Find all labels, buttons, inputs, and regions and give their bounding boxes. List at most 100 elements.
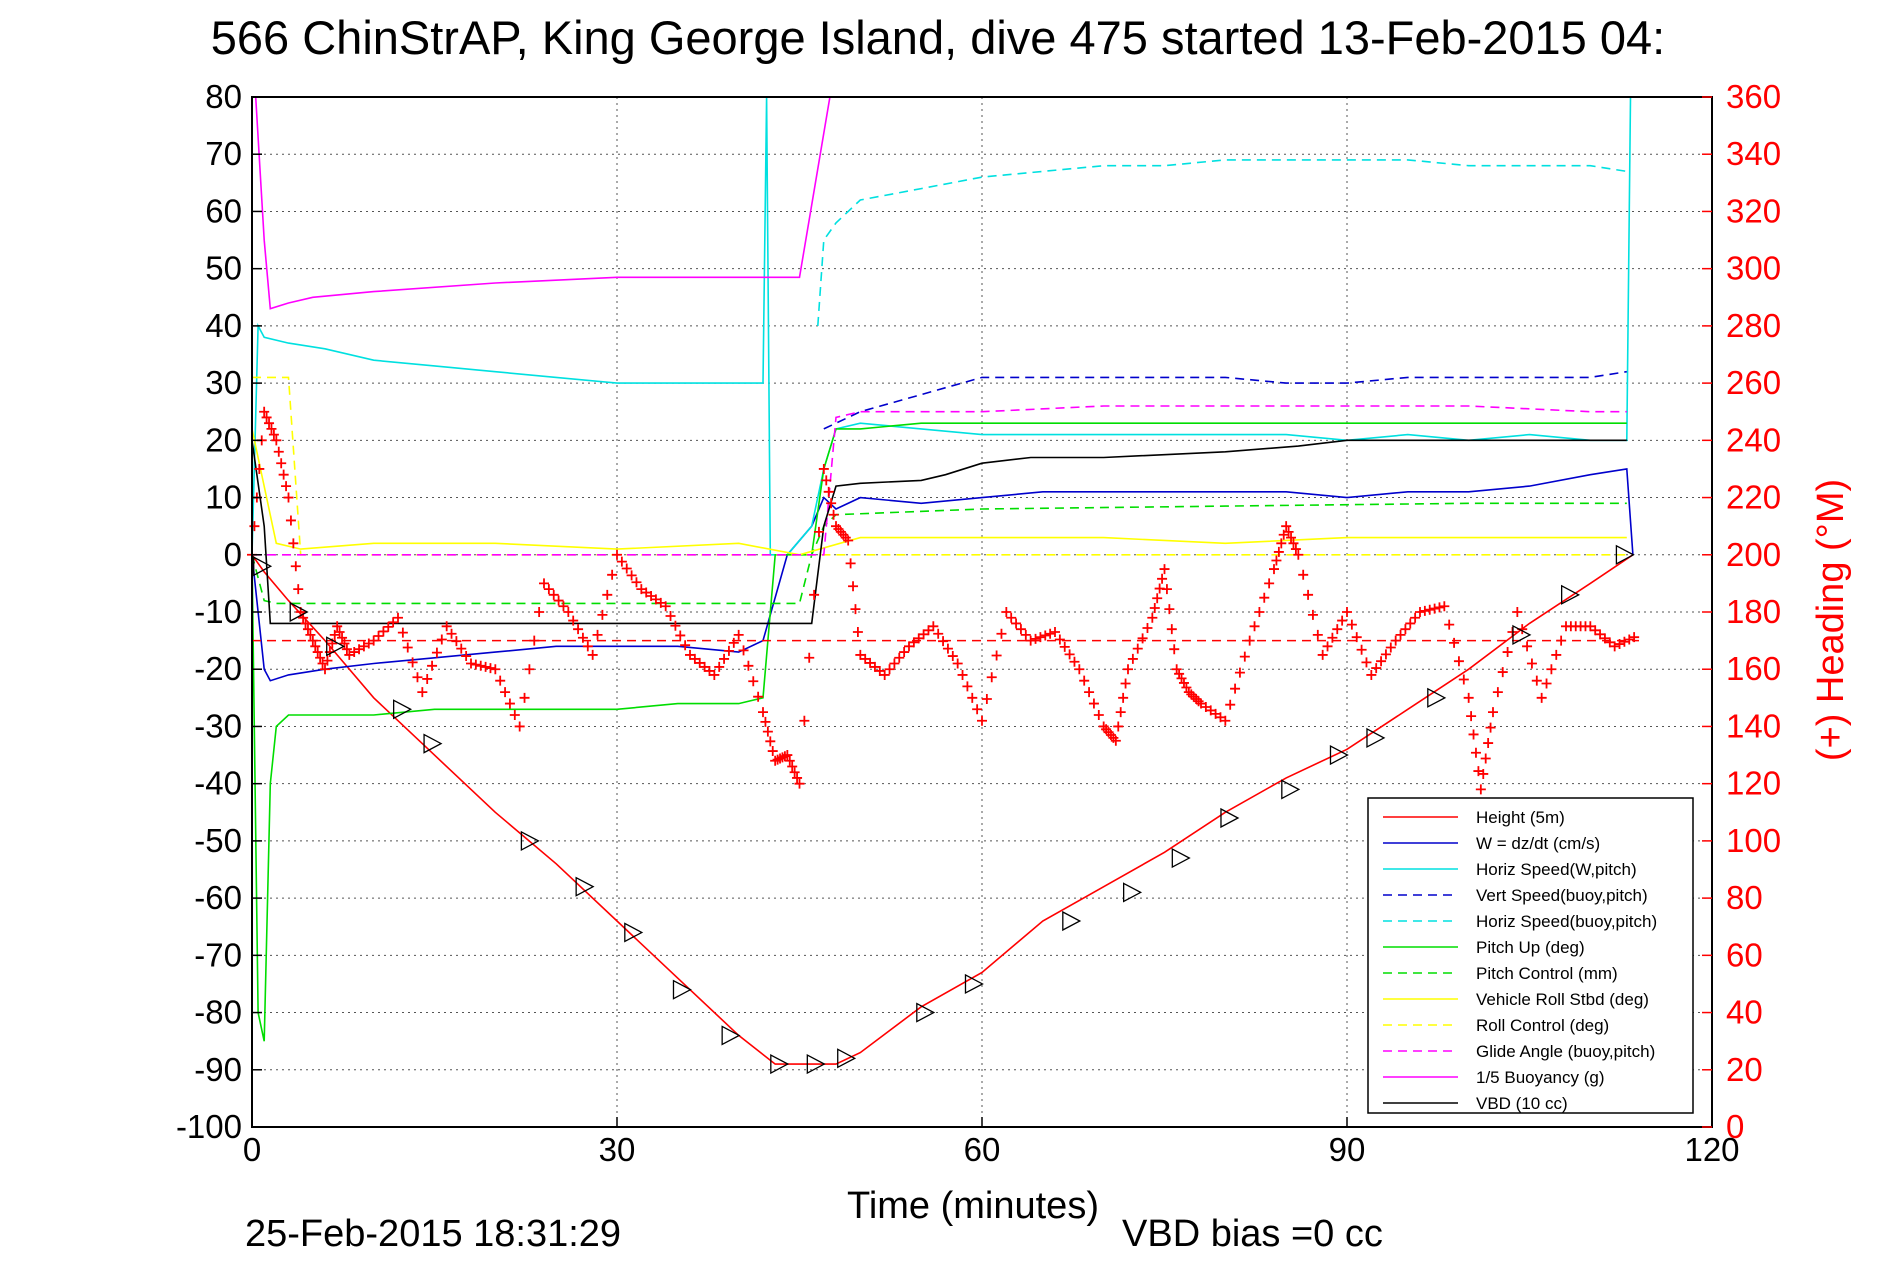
heading-marker xyxy=(894,652,905,663)
triangle-marker xyxy=(1561,584,1581,605)
series-line-horiz_speed_buoy xyxy=(817,159,1627,326)
heading-marker xyxy=(665,611,676,622)
heading-marker xyxy=(1164,604,1175,615)
heading-marker xyxy=(1303,589,1314,600)
heading-marker xyxy=(952,658,963,669)
heading-marker xyxy=(1390,635,1401,646)
heading-marker xyxy=(850,604,861,615)
heading-marker xyxy=(1492,687,1503,698)
heading-marker xyxy=(981,693,992,704)
y-tick-label: 10 xyxy=(205,479,242,516)
triangle-marker xyxy=(1062,910,1082,932)
heading-marker xyxy=(719,653,730,664)
heading-marker xyxy=(794,778,805,789)
heading-marker xyxy=(1171,664,1182,675)
heading-marker xyxy=(1281,521,1292,532)
heading-marker xyxy=(273,446,284,457)
heading-marker xyxy=(1458,674,1469,685)
y-tick-label: 40 xyxy=(205,307,242,344)
heading-marker xyxy=(1015,624,1026,635)
heading-marker xyxy=(1444,619,1455,630)
heading-marker xyxy=(938,636,949,647)
legend-label-horiz_speed: Horiz Speed(W,pitch) xyxy=(1476,860,1637,879)
y-tick-label: 50 xyxy=(205,250,242,287)
heading-marker xyxy=(748,676,759,687)
heading-marker xyxy=(804,652,815,663)
heading-marker xyxy=(320,664,330,675)
triangle-marker xyxy=(289,601,309,623)
triangle-marker xyxy=(1427,687,1447,708)
heading-marker xyxy=(1064,649,1075,660)
heading-marker xyxy=(1385,642,1396,653)
y-right-tick-label: 320 xyxy=(1726,192,1781,229)
y-right-tick-label: 220 xyxy=(1726,479,1781,516)
heading-marker xyxy=(271,435,282,446)
heading-marker xyxy=(1230,683,1241,694)
heading-marker xyxy=(1429,603,1440,614)
y-tick-label: 80 xyxy=(205,78,242,115)
heading-marker xyxy=(341,644,352,655)
heading-marker xyxy=(592,629,603,640)
x-axis: 0 30 60 90 120 xyxy=(243,1117,1740,1168)
heading-marker xyxy=(1161,584,1172,595)
heading-marker xyxy=(337,632,348,643)
heading-marker xyxy=(1307,609,1318,620)
heading-marker xyxy=(631,577,642,588)
heading-marker xyxy=(845,558,856,569)
heading-marker xyxy=(1152,593,1163,604)
heading-marker xyxy=(378,626,389,637)
heading-marker xyxy=(1147,612,1158,623)
heading-marker xyxy=(1536,692,1547,703)
legend-label-pitch_up: Pitch Up (deg) xyxy=(1476,938,1585,957)
heading-marker xyxy=(733,629,744,640)
y-tick-label: 70 xyxy=(205,135,242,172)
heading-marker xyxy=(1186,689,1197,700)
legend-label-roll_control: Roll Control (deg) xyxy=(1476,1016,1609,1035)
heading-marker xyxy=(1264,578,1275,589)
heading-marker xyxy=(1084,687,1095,698)
heading-marker xyxy=(495,675,506,686)
series-line-pitch_control xyxy=(251,502,1627,605)
heading-marker xyxy=(621,563,632,574)
heading-marker xyxy=(1351,632,1362,643)
heading-marker xyxy=(293,584,304,595)
y-tick-label: -50 xyxy=(194,822,242,859)
heading-marker xyxy=(475,660,486,671)
heading-marker xyxy=(285,515,296,526)
heading-marker xyxy=(1332,624,1343,635)
heading-marker xyxy=(393,612,403,623)
heading-marker xyxy=(436,634,447,645)
heading-marker xyxy=(1269,564,1279,575)
heading-marker xyxy=(1475,784,1486,795)
heading-marker xyxy=(509,710,520,720)
heading-marker xyxy=(431,647,442,658)
heading-marker xyxy=(276,458,287,469)
y-right-tick-label: 100 xyxy=(1726,822,1781,859)
x-tick-label: 120 xyxy=(1684,1131,1739,1168)
heading-marker xyxy=(709,669,720,680)
heading-marker xyxy=(767,746,778,757)
heading-marker xyxy=(1259,592,1270,603)
heading-marker xyxy=(1502,647,1513,658)
legend-label-roll_stbd: Vehicle Roll Stbd (deg) xyxy=(1476,990,1649,1009)
heading-marker xyxy=(281,481,292,492)
heading-marker xyxy=(597,609,608,620)
heading-marker xyxy=(1088,698,1099,709)
y-right-tick-label: 240 xyxy=(1726,421,1781,458)
heading-marker xyxy=(1478,768,1489,779)
legend-box xyxy=(1367,797,1694,1114)
heading-marker xyxy=(723,645,734,656)
heading-marker xyxy=(1415,607,1425,617)
heading-marker xyxy=(1149,602,1160,613)
heading-marker xyxy=(1283,526,1294,537)
heading-marker xyxy=(848,581,859,592)
triangle-marker xyxy=(916,1002,936,1023)
heading-marker xyxy=(573,624,584,635)
heading-marker xyxy=(1463,692,1474,703)
heading-marker xyxy=(762,726,773,737)
heading-marker xyxy=(1254,607,1265,617)
heading-marker xyxy=(373,631,384,642)
heading-marker xyxy=(1020,629,1031,640)
heading-marker xyxy=(524,664,535,675)
heading-marker xyxy=(1074,664,1085,675)
